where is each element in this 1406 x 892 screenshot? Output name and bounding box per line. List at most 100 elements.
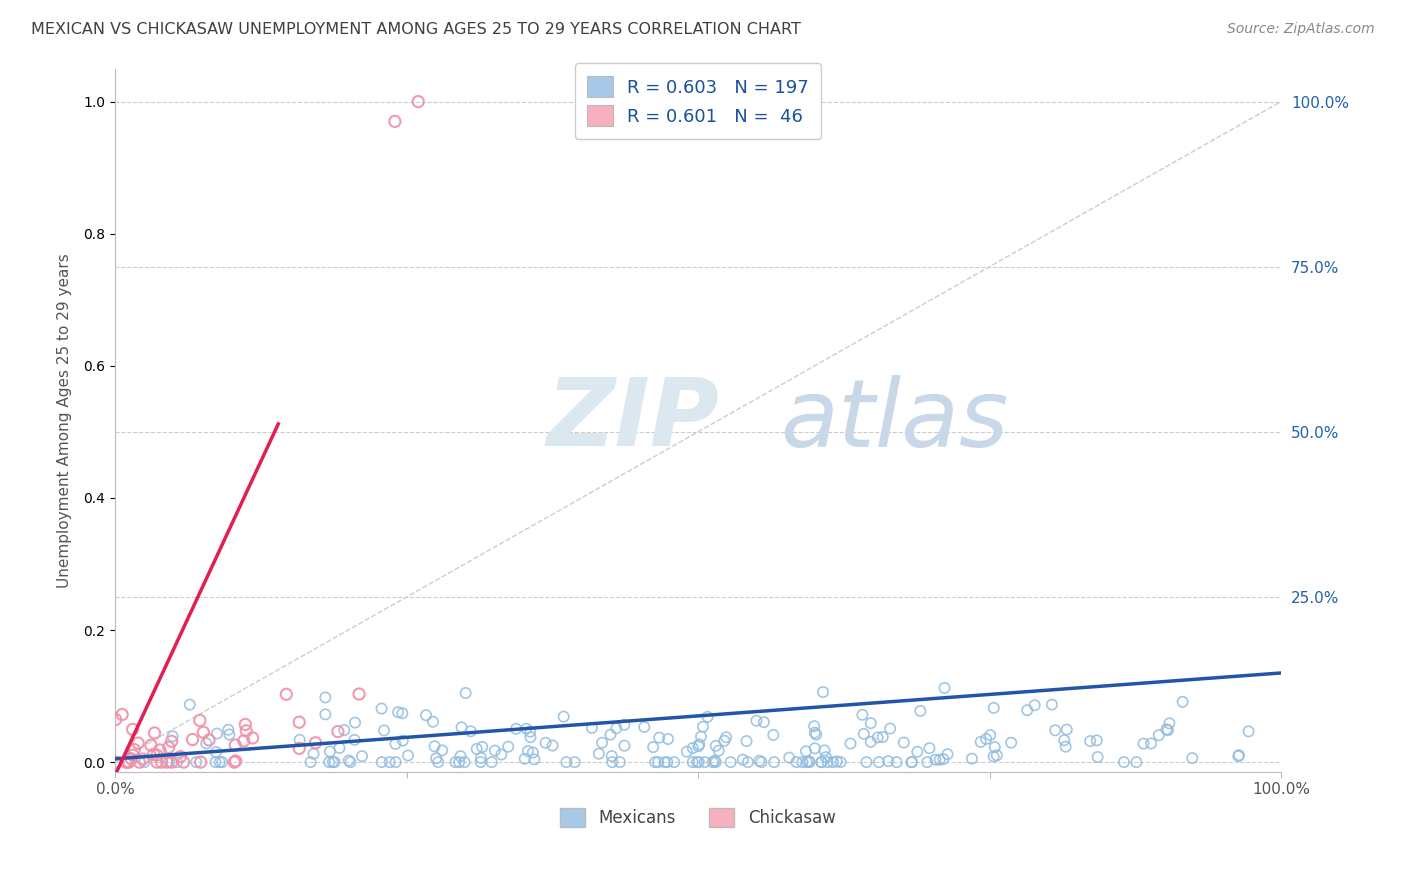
Point: [855, 755, 877, 769]
Point: [794, 744, 817, 758]
Point: [984, 740, 1007, 755]
Point: [134, 755, 156, 769]
Point: [796, 755, 818, 769]
Point: [799, 755, 821, 769]
Point: [454, 686, 477, 700]
Point: [173, 755, 195, 769]
Point: [288, 732, 311, 747]
Point: [675, 745, 697, 759]
Point: [792, 755, 814, 769]
Point: [1078, 734, 1101, 748]
Point: [797, 754, 820, 768]
Point: [778, 750, 800, 764]
Point: [745, 714, 768, 728]
Point: [785, 755, 807, 769]
Point: [352, 749, 374, 764]
Point: [1157, 723, 1180, 738]
Point: [974, 731, 997, 746]
Point: [181, 732, 204, 747]
Point: [453, 755, 475, 769]
Point: [132, 752, 155, 766]
Point: [932, 752, 955, 766]
Point: [657, 732, 679, 747]
Point: [193, 725, 215, 739]
Point: [1017, 703, 1039, 717]
Point: [333, 723, 356, 737]
Point: [714, 731, 737, 745]
Point: [609, 755, 631, 769]
Point: [1147, 728, 1170, 742]
Point: [541, 739, 564, 753]
Point: [322, 755, 344, 769]
Point: [731, 753, 754, 767]
Point: [688, 739, 710, 754]
Point: [1159, 716, 1181, 731]
Point: [121, 723, 143, 737]
Point: [751, 755, 773, 769]
Point: [522, 746, 544, 760]
Point: [211, 755, 233, 769]
Point: [314, 690, 336, 705]
Point: [648, 731, 671, 745]
Point: [1087, 750, 1109, 764]
Point: [693, 755, 716, 769]
Point: [986, 748, 1008, 763]
Point: [149, 743, 172, 757]
Point: [450, 749, 472, 764]
Point: [195, 736, 218, 750]
Point: [481, 755, 503, 769]
Point: [186, 755, 208, 769]
Point: [160, 734, 183, 748]
Point: [190, 755, 212, 769]
Point: [735, 734, 758, 748]
Point: [1140, 736, 1163, 750]
Point: [302, 747, 325, 761]
Point: [924, 753, 946, 767]
Point: [450, 720, 472, 734]
Point: [752, 715, 775, 730]
Point: [391, 733, 413, 747]
Point: [318, 755, 340, 769]
Point: [910, 704, 932, 718]
Point: [406, 95, 429, 109]
Text: Source: ZipAtlas.com: Source: ZipAtlas.com: [1227, 22, 1375, 37]
Point: [343, 732, 366, 747]
Point: [104, 713, 127, 727]
Point: [444, 755, 467, 769]
Point: [218, 727, 240, 741]
Point: [1132, 737, 1154, 751]
Point: [613, 739, 636, 753]
Point: [304, 736, 326, 750]
Point: [713, 733, 735, 747]
Point: [288, 741, 311, 756]
Point: [872, 730, 894, 744]
Point: [139, 739, 162, 753]
Point: [969, 735, 991, 749]
Point: [225, 754, 247, 768]
Point: [198, 732, 221, 747]
Point: [471, 739, 494, 754]
Point: [588, 747, 610, 761]
Point: [232, 733, 254, 747]
Point: [918, 741, 941, 756]
Point: [1054, 739, 1077, 754]
Point: [983, 749, 1005, 764]
Point: [936, 747, 959, 762]
Point: [811, 685, 834, 699]
Point: [142, 747, 165, 762]
Point: [515, 722, 537, 736]
Point: [122, 748, 145, 763]
Point: [519, 730, 541, 744]
Point: [111, 707, 134, 722]
Point: [893, 735, 915, 749]
Point: [817, 755, 839, 769]
Point: [1237, 724, 1260, 739]
Point: [242, 731, 264, 745]
Point: [1000, 736, 1022, 750]
Point: [1125, 755, 1147, 769]
Point: [423, 739, 446, 754]
Point: [224, 755, 246, 769]
Point: [821, 755, 844, 769]
Point: [205, 726, 228, 740]
Point: [205, 745, 228, 759]
